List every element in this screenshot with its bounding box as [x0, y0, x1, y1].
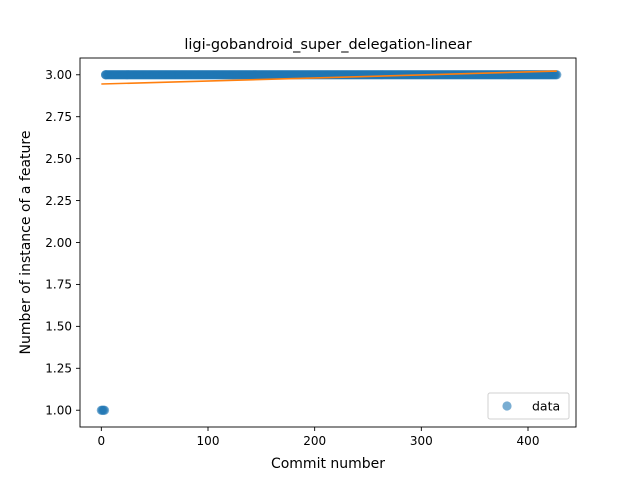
- x-tick-label: 300: [410, 434, 433, 448]
- x-tick-label: 0: [98, 434, 106, 448]
- fit-line: [101, 70, 557, 85]
- y-tick-label: 1.25: [45, 362, 72, 376]
- plot-area: [96, 70, 562, 415]
- y-tick-label: 2.25: [45, 194, 72, 208]
- y-tick-label: 1.75: [45, 278, 72, 292]
- legend-label-data: data: [532, 399, 560, 414]
- plot-marks: [96, 70, 562, 415]
- y-tick-label: 3.00: [45, 68, 72, 82]
- data-point: [552, 70, 562, 80]
- y-tick-label: 1.50: [45, 320, 72, 334]
- y-axis-label: Number of instance of a feature: [18, 131, 34, 355]
- legend: data: [487, 392, 570, 420]
- legend-box: [487, 392, 570, 420]
- x-tick-label: 100: [197, 434, 220, 448]
- data-point: [99, 405, 110, 415]
- x-tick-label: 400: [517, 434, 540, 448]
- x-tick-label: 200: [303, 434, 326, 448]
- legend-marker-data: [502, 401, 512, 411]
- axes: 0 100 200 300 400 1.00 1.25 1.50 1.75 2.00 2.25 2.5…: [45, 57, 577, 448]
- x-axis-label: Commit number: [271, 456, 385, 472]
- y-tick-label: 2.00: [45, 236, 72, 250]
- y-tick-label: 2.75: [45, 110, 72, 124]
- y-tick-label: 2.50: [45, 152, 72, 166]
- y-tick-label: 1.00: [45, 404, 72, 418]
- chart-title: ligi-gobandroid_super_delegation-linear: [184, 37, 471, 53]
